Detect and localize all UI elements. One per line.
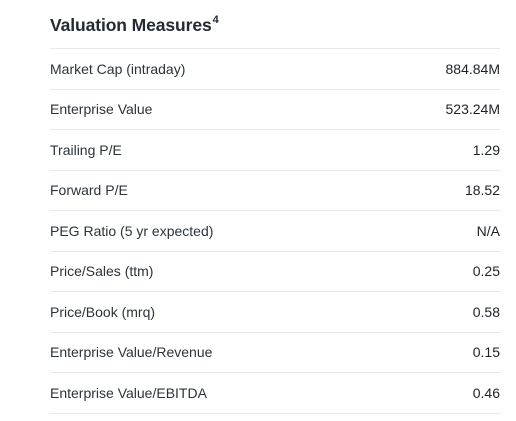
row-value: 523.24M xyxy=(445,101,500,118)
table-row-enterprise-value: Enterprise Value 523.24M xyxy=(50,90,500,130)
row-label: Enterprise Value/EBITDA xyxy=(50,384,207,401)
row-label: Price/Book (mrq) xyxy=(50,303,156,320)
table-row-price-book: Price/Book (mrq) 0.58 xyxy=(50,292,500,333)
valuation-table: Market Cap (intraday) 884.84M Enterprise… xyxy=(50,49,500,414)
row-label: Trailing P/E xyxy=(50,141,122,158)
row-label: Enterprise Value xyxy=(50,101,153,118)
row-value: 0.58 xyxy=(472,303,500,320)
row-value: 1.29 xyxy=(472,141,500,158)
table-row-market-cap: Market Cap (intraday) 884.84M xyxy=(50,49,500,90)
row-label: PEG Ratio (5 yr expected) xyxy=(50,222,214,239)
row-value: 884.84M xyxy=(445,60,500,77)
valuation-measures-panel: Valuation Measures4 Market Cap (intraday… xyxy=(50,0,500,414)
divider xyxy=(50,48,500,49)
table-row-trailing-pe: Trailing P/E 1.29 xyxy=(50,130,500,171)
table-row-price-sales: Price/Sales (ttm) 0.25 xyxy=(50,252,500,292)
table-row-ev-revenue: Enterprise Value/Revenue 0.15 xyxy=(50,333,500,373)
row-label: Enterprise Value/Revenue xyxy=(50,344,213,361)
section-title-text: Valuation Measures xyxy=(50,15,212,35)
footnote-marker[interactable]: 4 xyxy=(212,14,219,27)
row-value: 0.46 xyxy=(472,384,500,401)
row-label: Market Cap (intraday) xyxy=(50,60,186,77)
row-label: Forward P/E xyxy=(50,182,128,199)
row-label: Price/Sales (ttm) xyxy=(50,263,154,280)
section-title: Valuation Measures4 xyxy=(50,0,500,35)
table-row-peg-ratio: PEG Ratio (5 yr expected) N/A xyxy=(50,211,500,252)
row-value: 0.15 xyxy=(472,344,500,361)
row-value: 18.52 xyxy=(464,182,500,199)
row-value: N/A xyxy=(476,222,500,239)
row-value: 0.25 xyxy=(472,263,500,280)
table-row-forward-pe: Forward P/E 18.52 xyxy=(50,171,500,211)
table-row-ev-ebitda: Enterprise Value/EBITDA 0.46 xyxy=(50,373,500,414)
